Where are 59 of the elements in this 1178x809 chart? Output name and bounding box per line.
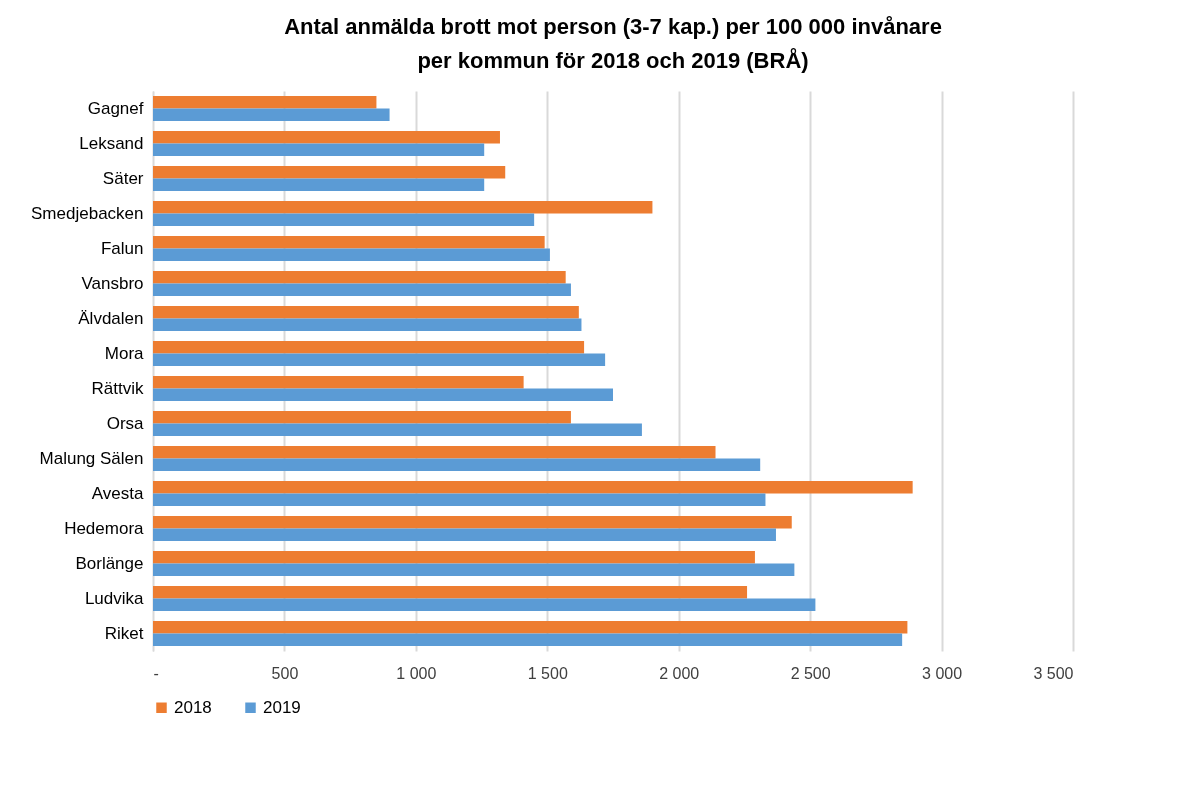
- bar: [153, 108, 390, 122]
- bar: [153, 633, 903, 647]
- legend-label: 2019: [263, 697, 301, 717]
- y-tick-label: Avesta: [91, 483, 145, 503]
- x-tick-label: 2 000: [659, 664, 700, 682]
- y-tick-label: Älvdalen: [78, 308, 144, 328]
- chart-title: Antal anmälda brott mot person (3-7 kap.) per 100 000 invånare per kommun för 2018 och 2019 (BRÅ): [284, 14, 942, 73]
- bar: [153, 563, 795, 577]
- bar: [153, 283, 571, 297]
- bar: [153, 318, 582, 332]
- y-tick-label: Gagnef: [87, 98, 144, 118]
- bar: [153, 95, 377, 109]
- bar: [153, 200, 653, 214]
- bar: [153, 235, 545, 249]
- x-tick-label: 1 500: [527, 664, 568, 682]
- y-tick-label: Hedemora: [64, 518, 145, 538]
- bar: [153, 213, 535, 227]
- bar: [153, 165, 506, 179]
- bar: [153, 515, 792, 529]
- y-tick-label: Säter: [102, 168, 144, 188]
- x-tick-label: 2 500: [790, 664, 831, 682]
- legend-label: 2018: [174, 697, 212, 717]
- y-tick-label: Vansbro: [81, 273, 144, 293]
- bar: [153, 353, 606, 367]
- bar: [153, 388, 613, 402]
- x-tick-label: 3 000: [922, 664, 963, 682]
- bar: [153, 480, 913, 494]
- x-tick-label: 500: [271, 664, 299, 682]
- bar: [153, 528, 776, 542]
- bar: [153, 375, 524, 389]
- bar: [153, 270, 566, 284]
- bar: [153, 143, 485, 157]
- bar: [153, 410, 571, 424]
- bar: [153, 178, 485, 192]
- y-tick-label: Malung Sälen: [39, 448, 144, 468]
- bar: [153, 598, 816, 612]
- y-tick-label: Falun: [100, 238, 144, 258]
- bar: [153, 445, 716, 459]
- bar: [153, 550, 755, 564]
- y-tick-label: Leksand: [79, 133, 144, 153]
- bar: [153, 130, 500, 144]
- bar: [153, 620, 908, 634]
- y-tick-label: Smedjebacken: [31, 203, 144, 223]
- x-tick-label: -: [153, 664, 159, 682]
- bar: [153, 305, 579, 319]
- bar: [153, 458, 761, 472]
- bar: [153, 423, 642, 437]
- bar: [153, 248, 550, 262]
- y-tick-label: Ludvika: [84, 588, 145, 608]
- x-tick-label: 3 500: [1033, 664, 1074, 682]
- y-tick-label: Borlänge: [75, 553, 144, 573]
- y-tick-label: Rättvik: [91, 378, 144, 398]
- y-tick-label: Riket: [104, 623, 144, 643]
- y-tick-label: Mora: [104, 343, 145, 363]
- x-tick-label: 1 000: [396, 664, 437, 682]
- bar: [153, 493, 766, 507]
- bar: [153, 340, 585, 354]
- bar: [153, 585, 748, 599]
- y-tick-label: Orsa: [106, 413, 145, 433]
